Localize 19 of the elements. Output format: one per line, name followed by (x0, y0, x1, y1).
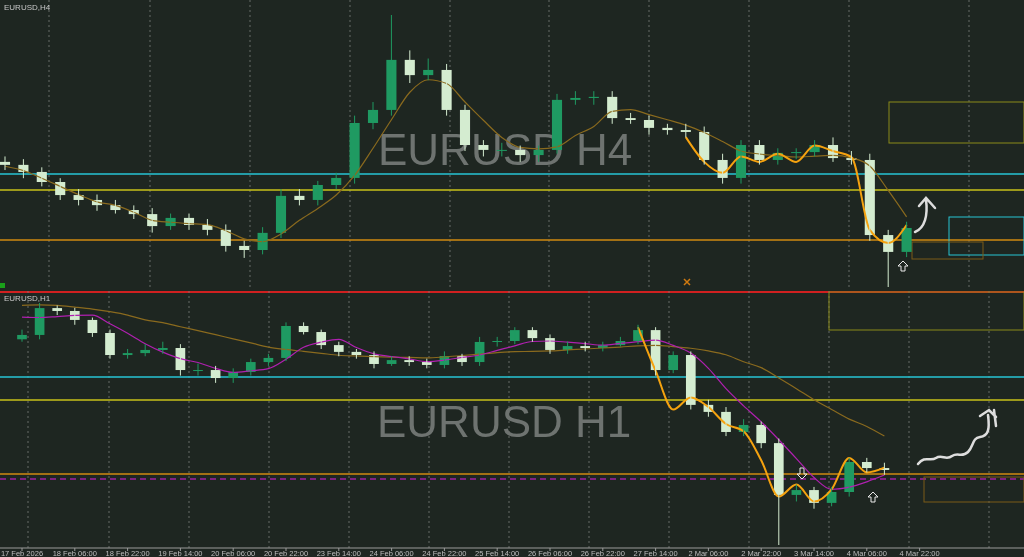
candlestick (404, 355, 415, 367)
candlestick (580, 341, 591, 352)
candlestick (680, 123, 691, 138)
candlestick (509, 326, 520, 345)
candlestick (333, 341, 344, 357)
annotation: EURUSD H1 (377, 397, 632, 446)
chart-title: EURUSD,H4 (4, 3, 51, 12)
candlestick (421, 358, 432, 369)
candlestick (625, 112, 636, 125)
candlestick (668, 350, 679, 374)
candlestick (756, 421, 767, 449)
candlestick (570, 90, 581, 106)
chart-title: EURUSD,H1 (4, 294, 51, 303)
candlestick (492, 336, 503, 348)
candlestick (791, 147, 802, 160)
candlestick (140, 343, 151, 357)
candlestick (773, 438, 784, 546)
candlestick (52, 304, 63, 316)
candlestick (861, 457, 872, 473)
